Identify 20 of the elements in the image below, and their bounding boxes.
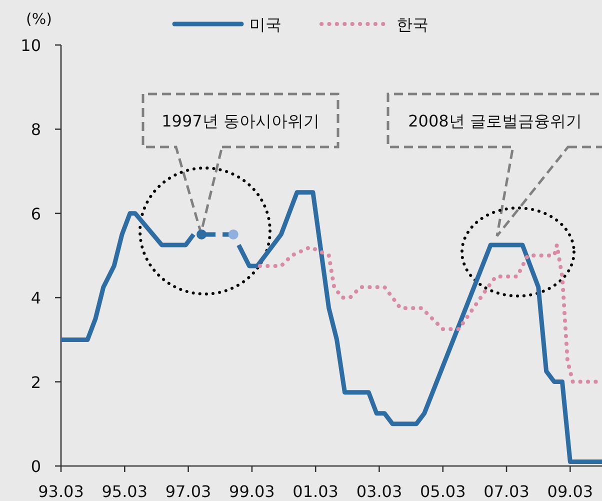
annotation: 1997년 동아시아위기 <box>162 112 320 130</box>
ytick-label: 6 <box>30 204 41 224</box>
ytick-label: 4 <box>30 288 41 308</box>
legend-label: 미국 <box>250 15 282 34</box>
xtick-label: 07.03 <box>484 482 530 501</box>
xtick-label: 95.03 <box>102 482 148 501</box>
ytick-label: 0 <box>30 457 41 476</box>
ytick-label: 10 <box>20 36 41 55</box>
legend-label: 한국 <box>396 15 428 34</box>
xtick-label: 99.03 <box>229 482 275 501</box>
xtick-label: 03.03 <box>356 482 402 501</box>
ytick-label: 8 <box>30 120 41 140</box>
annotation: 2008년 글로벌금융위기 <box>408 112 582 130</box>
xtick-label: 05.03 <box>420 482 466 501</box>
xtick-label: 01.03 <box>292 482 338 501</box>
xtick-label: 09.03 <box>547 482 594 501</box>
xtick-label: 97.03 <box>165 482 212 501</box>
ytick-label: 2 <box>30 372 41 392</box>
xtick-label: 93.03 <box>38 482 84 501</box>
ylabel: (%) <box>26 10 52 28</box>
